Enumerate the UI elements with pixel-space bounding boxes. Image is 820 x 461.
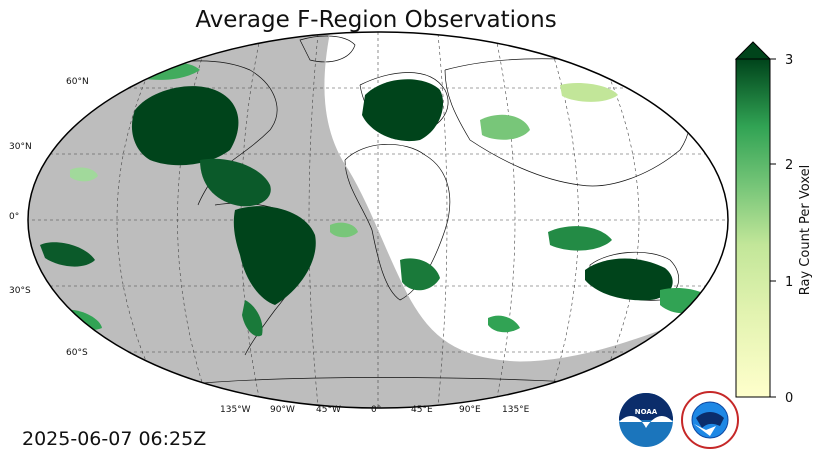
density-patch-europe	[362, 79, 444, 142]
lon-label: 90°E	[459, 405, 481, 415]
density-patch-australia	[585, 258, 673, 301]
lat-label: 30°S	[9, 286, 31, 296]
density-patch-north-pacific	[70, 167, 98, 182]
density-patch-west-pacific	[40, 242, 95, 267]
lat-label: 60°S	[66, 348, 88, 358]
density-patch-south-america-tail	[242, 300, 263, 337]
density-patch-indonesia	[548, 226, 612, 251]
density-patch-north-america	[131, 86, 239, 166]
colorbar-tick: 3	[785, 53, 793, 68]
lat-label: 30°N	[9, 142, 32, 152]
graticule	[28, 32, 728, 408]
density-patch-asia-scatter	[480, 114, 530, 140]
density-patch-south-america	[233, 206, 316, 305]
timestamp: 2025-06-07 06:25Z	[22, 428, 207, 450]
map-title: Average F-Region Observations	[195, 7, 557, 33]
density-patch-equator-atlantic	[330, 222, 358, 238]
colorbar-body	[735, 58, 771, 398]
colorbar-tick: 1	[785, 275, 793, 290]
lon-label: 0°	[371, 405, 381, 415]
density-patch-indian-ocean	[488, 315, 520, 333]
lon-labels: 135°W 90°W 45°W 0° 45°E 90°E 135°E	[220, 405, 530, 415]
lon-label: 45°W	[316, 405, 341, 415]
lat-label: 0°	[9, 212, 19, 222]
colorbar: 0 1 2 3 Ray Count Per Voxel	[734, 41, 813, 406]
colorbar-label: Ray Count Per Voxel	[798, 165, 813, 295]
density-patch-central-america	[200, 158, 271, 207]
svg-text:NOAA: NOAA	[635, 408, 658, 416]
lat-labels: 60°N 30°N 0° 30°S 60°S	[9, 77, 89, 358]
lon-label: 135°W	[220, 405, 251, 415]
lon-label: 90°W	[270, 405, 295, 415]
lon-label: 135°E	[502, 405, 530, 415]
noaa-logo: NOAA	[619, 393, 673, 447]
colorbar-tick: 0	[785, 391, 793, 406]
density-patch-south-africa	[400, 258, 440, 291]
colorbar-extend-arrow	[734, 41, 772, 60]
density-patch-siberia	[560, 83, 618, 102]
terminator-line	[323, 32, 728, 363]
nws-logo	[681, 391, 739, 449]
lon-label: 45°E	[411, 405, 433, 415]
globe-outline	[27, 31, 729, 409]
lat-label: 60°N	[66, 77, 89, 87]
colorbar-tick: 2	[785, 158, 793, 173]
globe	[28, 32, 728, 408]
